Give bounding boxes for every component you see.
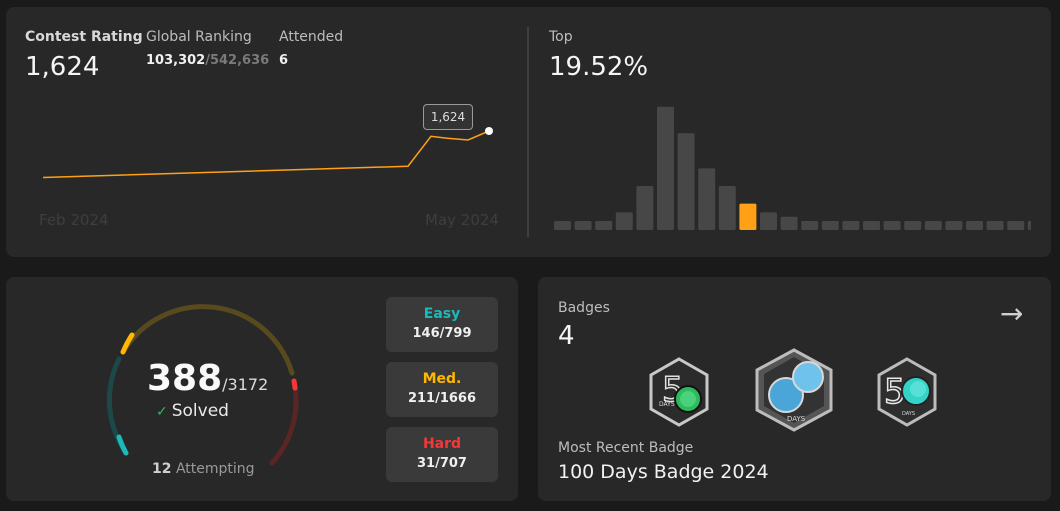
difficulty-hard[interactable]: Hard 31/707 bbox=[386, 427, 498, 482]
histogram-bar[interactable] bbox=[760, 212, 777, 230]
histogram-bar[interactable] bbox=[657, 106, 674, 230]
most-recent-badge-name[interactable]: 100 Days Badge 2024 bbox=[558, 461, 769, 483]
badge-days-text: DAYS bbox=[659, 401, 675, 408]
difficulty-name: Med. bbox=[422, 371, 462, 387]
solved-count: 388/3172 bbox=[147, 358, 268, 399]
badge-days-text: DAYS bbox=[787, 415, 806, 423]
global-ranking-value: 103,302/542,636 bbox=[146, 53, 269, 68]
histogram-bar[interactable] bbox=[615, 212, 633, 230]
hard-progress bbox=[291, 378, 298, 391]
hard-track bbox=[269, 378, 299, 466]
histogram-bar[interactable] bbox=[677, 133, 695, 230]
histogram-bar[interactable] bbox=[1007, 221, 1025, 230]
histogram-bar[interactable] bbox=[636, 186, 654, 230]
divider bbox=[527, 27, 529, 237]
50-days-badge-icon[interactable]: 5 DAYS bbox=[876, 357, 938, 427]
histogram-bar[interactable] bbox=[863, 221, 880, 230]
global-ranking-rank: 103,302 bbox=[146, 53, 206, 68]
difficulty-medium[interactable]: Med. 211/1666 bbox=[386, 362, 498, 417]
rating-line-chart[interactable] bbox=[6, 97, 506, 217]
histogram-bar[interactable] bbox=[1027, 221, 1031, 230]
histogram-bar[interactable] bbox=[801, 221, 819, 230]
histogram-bar[interactable] bbox=[698, 168, 716, 230]
rating-tooltip: 1,624 bbox=[423, 104, 473, 130]
top-percent-value: 19.52% bbox=[549, 52, 649, 82]
100-days-badge-icon[interactable]: DAYS bbox=[753, 347, 835, 433]
histogram-bar[interactable] bbox=[780, 216, 798, 230]
histogram-bar[interactable] bbox=[595, 221, 613, 230]
difficulty-value: 146/799 bbox=[412, 326, 472, 341]
easy-progress bbox=[116, 434, 129, 456]
solved-problems-card: 388/3172 ✓ Solved 12 Attempting Easy 146/… bbox=[6, 277, 518, 501]
attempting-count: 12 bbox=[152, 461, 172, 477]
check-icon: ✓ bbox=[156, 404, 168, 420]
histogram-bar[interactable] bbox=[883, 221, 901, 230]
medium-progress bbox=[120, 332, 135, 355]
histogram-bar[interactable] bbox=[718, 186, 736, 230]
solved-label: ✓ Solved bbox=[156, 401, 229, 421]
badges-label: Badges bbox=[558, 300, 610, 316]
rating-distribution-histogram[interactable] bbox=[551, 97, 1031, 232]
rating-point-latest[interactable] bbox=[485, 127, 493, 135]
contest-rating-label: Contest Rating bbox=[25, 29, 143, 45]
solved-progress-ring[interactable] bbox=[96, 297, 306, 477]
top-percent-label: Top bbox=[549, 29, 573, 45]
50-days-badge-icon[interactable]: 5 DAYS bbox=[648, 357, 710, 427]
medium-track bbox=[120, 304, 295, 376]
histogram-bar[interactable] bbox=[821, 221, 839, 230]
solved-count-number: 388 bbox=[147, 358, 223, 399]
difficulty-value: 31/707 bbox=[417, 456, 467, 471]
solved-label-text: Solved bbox=[171, 401, 229, 421]
rating-line bbox=[42, 130, 490, 179]
global-ranking-total: /542,636 bbox=[205, 53, 270, 68]
histogram-bar[interactable] bbox=[966, 221, 983, 230]
x-axis-end-label: May 2024 bbox=[425, 211, 499, 229]
contest-rating-card: Contest Rating 1,624 Global Ranking 103,… bbox=[6, 7, 1051, 257]
histogram-bar[interactable] bbox=[924, 221, 942, 230]
badge-days-text: DAYS bbox=[902, 411, 915, 417]
difficulty-name: Easy bbox=[423, 306, 461, 322]
attempting-label: Attempting bbox=[175, 461, 255, 477]
badges-count: 4 bbox=[558, 321, 575, 351]
x-axis-start-label: Feb 2024 bbox=[39, 211, 109, 229]
histogram-bar-current[interactable] bbox=[739, 203, 757, 230]
histogram-bar[interactable] bbox=[986, 221, 1004, 230]
solved-count-total: /3172 bbox=[222, 375, 269, 394]
difficulty-name: Hard bbox=[422, 436, 462, 452]
difficulty-easy[interactable]: Easy 146/799 bbox=[386, 297, 498, 352]
histogram-bar[interactable] bbox=[574, 221, 592, 230]
arrow-right-icon[interactable]: → bbox=[1000, 297, 1024, 330]
histogram-bar[interactable] bbox=[904, 221, 922, 230]
histogram-bar[interactable] bbox=[945, 221, 963, 230]
svg-text:5: 5 bbox=[884, 372, 906, 412]
histogram-bar[interactable] bbox=[842, 221, 860, 230]
contest-rating-value: 1,624 bbox=[25, 52, 100, 82]
attended-label: Attended bbox=[279, 29, 344, 45]
attempting-status: 12 Attempting bbox=[152, 461, 255, 477]
most-recent-badge-label: Most Recent Badge bbox=[558, 440, 694, 456]
histogram-bar[interactable] bbox=[554, 221, 571, 230]
difficulty-value: 211/1666 bbox=[407, 391, 477, 406]
badges-card: Badges 4 → 5 DAYS DAYS 5 DAYS Most Recen… bbox=[538, 277, 1051, 501]
global-ranking-label: Global Ranking bbox=[146, 29, 252, 45]
attended-value: 6 bbox=[279, 53, 289, 68]
